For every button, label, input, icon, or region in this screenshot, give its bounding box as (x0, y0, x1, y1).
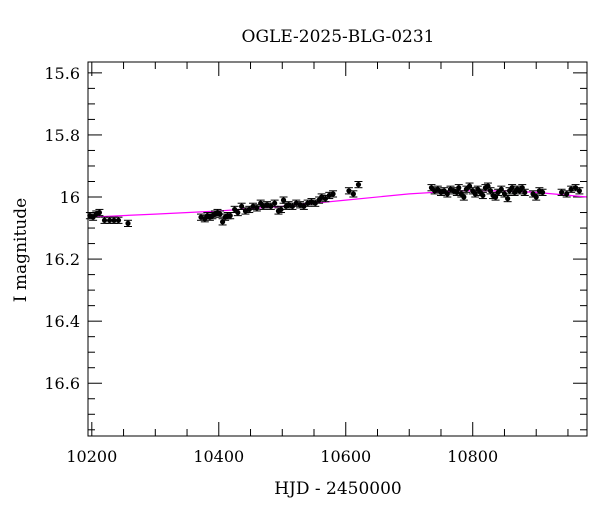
point-marker (217, 211, 223, 217)
point-marker (539, 189, 546, 195)
axis-ticks: 10200 10400 10600 10800 15.6 15.8 16 16.2 16.4 16… (44, 62, 587, 466)
point-marker (278, 206, 284, 213)
point-marker (346, 188, 352, 194)
data-point (276, 205, 285, 214)
y-axis-label: I magnitude (11, 198, 31, 302)
data-points-group (85, 180, 584, 227)
data-point (270, 199, 279, 207)
point-marker (111, 217, 117, 223)
data-point (478, 191, 487, 200)
data-point (344, 187, 353, 195)
point-marker (350, 191, 356, 197)
data-point (233, 208, 242, 217)
x-tick-label: 10400 (193, 447, 244, 466)
chart-title: OGLE-2025-BLG-0231 (242, 27, 435, 47)
x-tick-label: 10600 (320, 447, 371, 466)
data-point (123, 219, 132, 227)
plot-frame (87, 61, 588, 437)
data-point (354, 180, 363, 189)
data-point (329, 190, 338, 198)
point-marker (272, 200, 278, 206)
data-point (575, 187, 584, 195)
data-point (459, 193, 468, 201)
y-tick-label: 16 (60, 188, 80, 207)
model-curve-group (87, 190, 588, 218)
data-point (95, 208, 104, 217)
point-marker (106, 217, 113, 223)
point-marker (456, 185, 462, 191)
point-marker (96, 209, 103, 216)
y-tick-label: 16.4 (44, 312, 80, 331)
point-marker (125, 220, 131, 226)
point-marker (533, 194, 539, 200)
x-axis-label: HJD - 2450000 (274, 479, 402, 499)
data-point (279, 196, 288, 204)
point-marker (576, 188, 582, 194)
data-point (503, 194, 512, 203)
point-marker (480, 192, 486, 199)
data-point (237, 202, 246, 210)
y-tick-label: 16.2 (44, 250, 80, 269)
data-point (349, 190, 358, 198)
data-point (520, 188, 529, 196)
point-marker (505, 195, 511, 202)
y-tick-label: 15.8 (44, 126, 80, 145)
data-point (538, 188, 547, 196)
point-marker (330, 191, 336, 197)
point-marker (115, 217, 122, 223)
data-point (114, 216, 123, 224)
point-marker (101, 217, 108, 223)
x-tick-label: 10800 (447, 447, 498, 466)
model-curve (87, 190, 588, 218)
point-marker (522, 189, 528, 195)
point-marker (235, 209, 241, 216)
x-tick-label: 10200 (66, 447, 117, 466)
point-marker (461, 194, 467, 200)
point-marker (227, 213, 233, 219)
y-tick-label: 16.6 (44, 374, 80, 393)
y-tick-label: 15.6 (44, 64, 80, 83)
point-marker (355, 181, 362, 188)
